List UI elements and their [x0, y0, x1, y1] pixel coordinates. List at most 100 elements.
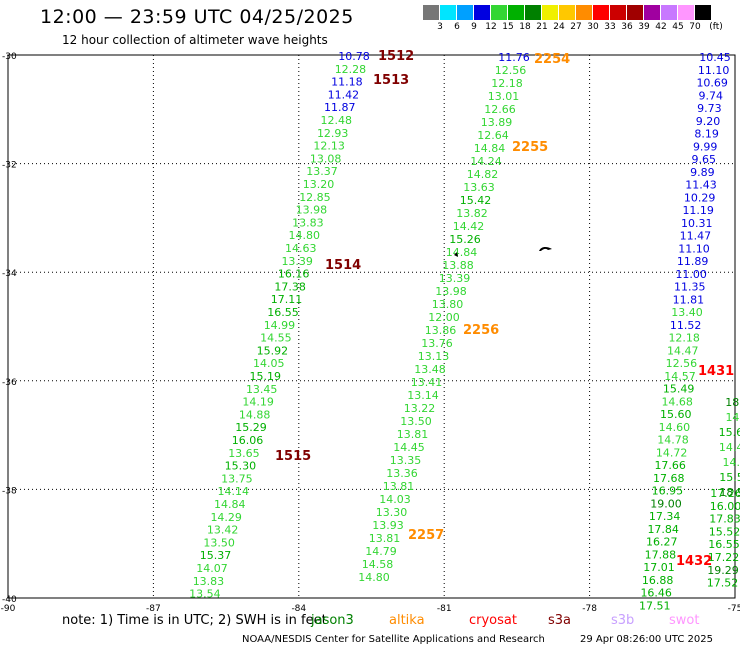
color-swatch [423, 5, 440, 20]
swh-value-track-a: 13.37 [306, 165, 338, 178]
swh-value-track-e: 14. [725, 411, 740, 424]
color-swatch [661, 5, 678, 20]
color-swatch [576, 5, 593, 20]
swh-value-track-a: 13.45 [246, 383, 278, 396]
color-swatch [593, 5, 610, 20]
swh-value-track-c: 9.20 [696, 115, 721, 128]
swh-value-track-a: 13.83 [193, 575, 225, 588]
footer-credit: NOAA/NESDIS Center for Satellite Applica… [242, 634, 545, 645]
swh-value-track-b: 13.88 [442, 259, 474, 272]
swh-value-track-c: 17.88 [645, 548, 677, 561]
swh-value-track-b: 14.84 [474, 142, 506, 155]
swh-value-track-a: 16.55 [267, 306, 299, 319]
color-scale-label: 42 [655, 22, 667, 32]
swh-value-track-b: 13.50 [400, 415, 432, 428]
swh-value-track-a: 13.20 [303, 178, 335, 191]
swh-value-track-b: 13.41 [411, 376, 443, 389]
color-swatch [440, 5, 457, 20]
color-scale-label: 3 [437, 22, 443, 32]
swh-value-track-a: 13.39 [281, 255, 313, 268]
swh-value-track-c: 14.68 [661, 395, 693, 408]
color-scale-label: 15 [502, 22, 514, 32]
color-swatch [644, 5, 661, 20]
swh-value-track-c: 14.60 [659, 421, 691, 434]
lon-tick-label: -90 [1, 604, 16, 614]
footer-date: 29 Apr 08:26:00 UTC 2025 [580, 634, 713, 645]
pass-id-label: 1432 [676, 554, 712, 569]
swh-value-track-b: 13.14 [407, 389, 439, 402]
color-swatch [474, 5, 491, 20]
swh-value-track-a: 15.19 [250, 370, 282, 383]
swh-value-track-b: 13.81 [369, 532, 401, 545]
swh-value-track-b: 13.63 [463, 181, 495, 194]
color-swatch [457, 5, 474, 20]
swh-value-track-a: 15.29 [235, 421, 267, 434]
swh-value-track-a: 14.63 [285, 242, 317, 255]
swh-value-track-c: 10.31 [681, 217, 713, 230]
swh-value-track-e: 14.1 [723, 456, 740, 469]
swh-value-track-a: 14.29 [210, 511, 242, 524]
lat-tick-label: -30 [2, 52, 17, 62]
swh-value-track-c: 12.56 [666, 357, 698, 370]
swh-value-track-c: 17.66 [654, 459, 686, 472]
swh-value-track-c: 11.10 [678, 242, 710, 255]
swh-value-track-d: 17.26 [710, 487, 740, 500]
swh-value-track-b: 14.24 [470, 155, 502, 168]
swh-value-track-d: 17.83 [709, 513, 740, 526]
page-title: 12:00 — 23:59 UTC 04/25/2025 [40, 6, 354, 28]
swh-value-track-a: 15.30 [225, 460, 257, 473]
swh-value-track-b: 13.01 [488, 90, 520, 103]
pass-id-label: 2256 [463, 323, 499, 338]
swh-value-track-c: 9.89 [690, 166, 715, 179]
swh-value-track-c: 16.95 [652, 485, 684, 498]
swh-value-track-c: 17.68 [653, 472, 685, 485]
swh-value-track-c: 14.78 [657, 434, 689, 447]
swh-value-track-a: 14.19 [242, 396, 274, 409]
swh-value-track-a: 14.99 [264, 319, 296, 332]
swh-value-track-a: 13.50 [203, 536, 235, 549]
swh-value-track-c: 14.57 [664, 370, 696, 383]
lat-tick-label: -34 [2, 269, 17, 279]
swh-value-track-e: 18. [725, 396, 740, 409]
swh-value-track-c: 11.10 [698, 64, 730, 77]
swh-value-track-a: 11.87 [324, 101, 356, 114]
swh-value-track-a: 17.38 [274, 280, 306, 293]
color-scale-label: 12 [485, 22, 497, 32]
satellite-legend-item: cryosat [469, 613, 517, 628]
footer-note: note: 1) Time is in UTC; 2) SWH is in fe… [62, 613, 327, 628]
swh-value-track-b: 13.35 [390, 454, 422, 467]
color-scale-label: 39 [638, 22, 650, 32]
swh-value-track-b: 13.76 [421, 337, 453, 350]
swh-value-track-b: 11.76 [498, 51, 530, 64]
color-scale-bar [423, 5, 712, 20]
swh-value-track-c: 14.72 [656, 446, 688, 459]
color-scale-label: 24 [553, 22, 565, 32]
swh-value-track-e: 18.54 [719, 486, 740, 499]
swh-value-track-a: 12.93 [317, 127, 349, 140]
swh-value-track-c: 11.00 [675, 268, 707, 281]
swh-value-track-b: 13.82 [456, 207, 488, 220]
swh-value-track-a: 14.05 [253, 357, 285, 370]
swh-value-track-c: 16.88 [642, 574, 674, 587]
lat-tick-label: -36 [2, 378, 17, 388]
swh-value-track-b: 14.84 [446, 246, 478, 259]
color-scale-label: 21 [536, 22, 548, 32]
coastline-feature [454, 252, 458, 257]
swh-value-track-b: 13.89 [481, 116, 513, 129]
color-swatch [491, 5, 508, 20]
swh-value-track-c: 12.18 [668, 332, 700, 345]
swh-value-track-b: 14.79 [365, 545, 397, 558]
swh-value-track-a: 13.42 [207, 524, 239, 537]
color-scale-label: 33 [604, 22, 616, 32]
swh-value-track-b: 14.03 [379, 493, 411, 506]
swh-value-track-a: 13.08 [310, 152, 342, 165]
lon-tick-label: -75 [728, 604, 740, 614]
pass-id-label: 1513 [373, 73, 409, 88]
swh-value-track-a: 17.11 [271, 293, 303, 306]
lat-tick-label: -40 [2, 595, 17, 605]
swh-value-track-c: 10.29 [684, 191, 716, 204]
color-swatch [695, 5, 712, 20]
satellite-legend-item: altika [389, 613, 425, 628]
color-scale-label: 70 [689, 22, 701, 32]
pass-id-label: 2257 [408, 528, 444, 543]
